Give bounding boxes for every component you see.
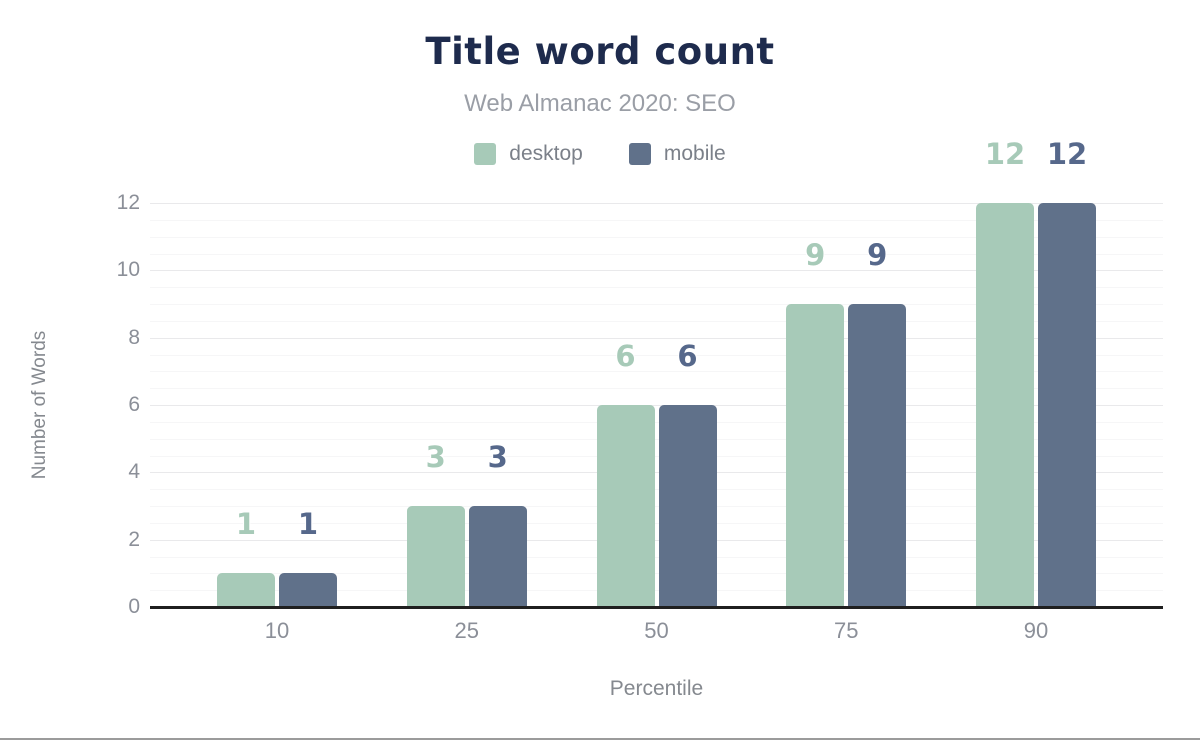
y-axis-title: Number of Words xyxy=(29,330,50,480)
major-gridline xyxy=(150,203,1163,204)
data-label-mobile-p50: 6 xyxy=(677,339,698,373)
minor-gridline xyxy=(150,522,1163,524)
minor-gridline xyxy=(150,438,1163,440)
x-tick-label-50: 50 xyxy=(644,618,669,643)
minor-gridline xyxy=(150,320,1163,322)
minor-gridline xyxy=(150,219,1163,221)
minor-gridline xyxy=(150,287,1163,289)
bar-desktop-p50[interactable] xyxy=(596,405,655,607)
legend: desktop mobile xyxy=(0,142,1200,166)
minor-gridline xyxy=(150,236,1163,238)
data-label-desktop-p50: 6 xyxy=(615,339,636,373)
x-axis-line xyxy=(150,606,1163,609)
bar-mobile-p25[interactable] xyxy=(468,506,527,607)
y-tick-label-8: 8 xyxy=(128,325,140,349)
data-label-desktop-p10: 1 xyxy=(235,507,257,542)
bar-mobile-p50[interactable] xyxy=(658,405,717,607)
bar-mobile-p10[interactable] xyxy=(279,573,337,607)
y-tick-label-12: 12 xyxy=(116,191,140,214)
minor-gridline xyxy=(150,455,1163,457)
major-gridline xyxy=(150,405,1163,406)
minor-gridline xyxy=(150,506,1163,507)
data-label-desktop-p75: 9 xyxy=(805,238,826,272)
bar-desktop-p10[interactable] xyxy=(217,573,275,607)
plot-area: 1 1 3 3 6 6 9 9 12 12 xyxy=(150,139,1163,609)
minor-gridline xyxy=(150,421,1163,423)
mobile-swatch-icon xyxy=(628,143,651,165)
major-gridline xyxy=(150,337,1163,339)
y-tick-label-6: 6 xyxy=(128,393,140,416)
chart-title: Title word count xyxy=(425,30,775,73)
legend-item-mobile[interactable]: mobile xyxy=(628,142,726,166)
y-tick-label-0: 0 xyxy=(128,595,140,618)
bar-mobile-p90[interactable] xyxy=(1038,203,1096,607)
y-tick-label-2: 2 xyxy=(128,527,140,551)
major-gridline xyxy=(150,539,1163,541)
x-tick-label-25: 25 xyxy=(454,618,479,643)
chart-subtitle: Web Almanac 2020: SEO xyxy=(464,90,736,117)
minor-gridline xyxy=(150,354,1163,356)
data-label-mobile-p10: 1 xyxy=(297,507,319,542)
x-tick-label-90: 90 xyxy=(1023,618,1049,643)
data-label-mobile-p25: 3 xyxy=(487,440,508,474)
y-tick-label-10: 10 xyxy=(116,258,140,282)
bar-desktop-p25[interactable] xyxy=(406,506,465,607)
minor-gridline xyxy=(150,573,1163,575)
minor-gridline xyxy=(150,371,1163,373)
minor-gridline xyxy=(150,489,1163,491)
data-label-desktop-p25: 3 xyxy=(425,440,446,474)
data-label-mobile-p90: 12 xyxy=(1046,137,1088,171)
bar-mobile-p75[interactable] xyxy=(848,304,907,607)
x-tick-label-10: 10 xyxy=(264,618,290,643)
minor-gridline xyxy=(150,304,1163,305)
bar-desktop-p90[interactable] xyxy=(976,203,1034,607)
minor-gridline xyxy=(150,556,1163,558)
legend-label-mobile: mobile xyxy=(663,142,726,165)
y-tick-label-4: 4 xyxy=(128,460,140,484)
desktop-swatch-icon xyxy=(474,143,497,165)
data-label-mobile-p75: 9 xyxy=(867,238,888,272)
bottom-divider xyxy=(0,738,1200,740)
minor-gridline xyxy=(150,388,1163,390)
major-gridline xyxy=(150,270,1163,272)
x-tick-label-75: 75 xyxy=(834,618,859,643)
x-axis-title: Percentile xyxy=(609,677,704,700)
legend-label-desktop: desktop xyxy=(509,142,583,165)
major-gridline xyxy=(150,472,1163,474)
minor-gridline xyxy=(150,253,1163,255)
bar-desktop-p75[interactable] xyxy=(786,304,845,607)
data-label-desktop-p90: 12 xyxy=(984,137,1026,171)
minor-gridline xyxy=(150,590,1163,592)
legend-item-desktop[interactable]: desktop xyxy=(474,142,583,166)
